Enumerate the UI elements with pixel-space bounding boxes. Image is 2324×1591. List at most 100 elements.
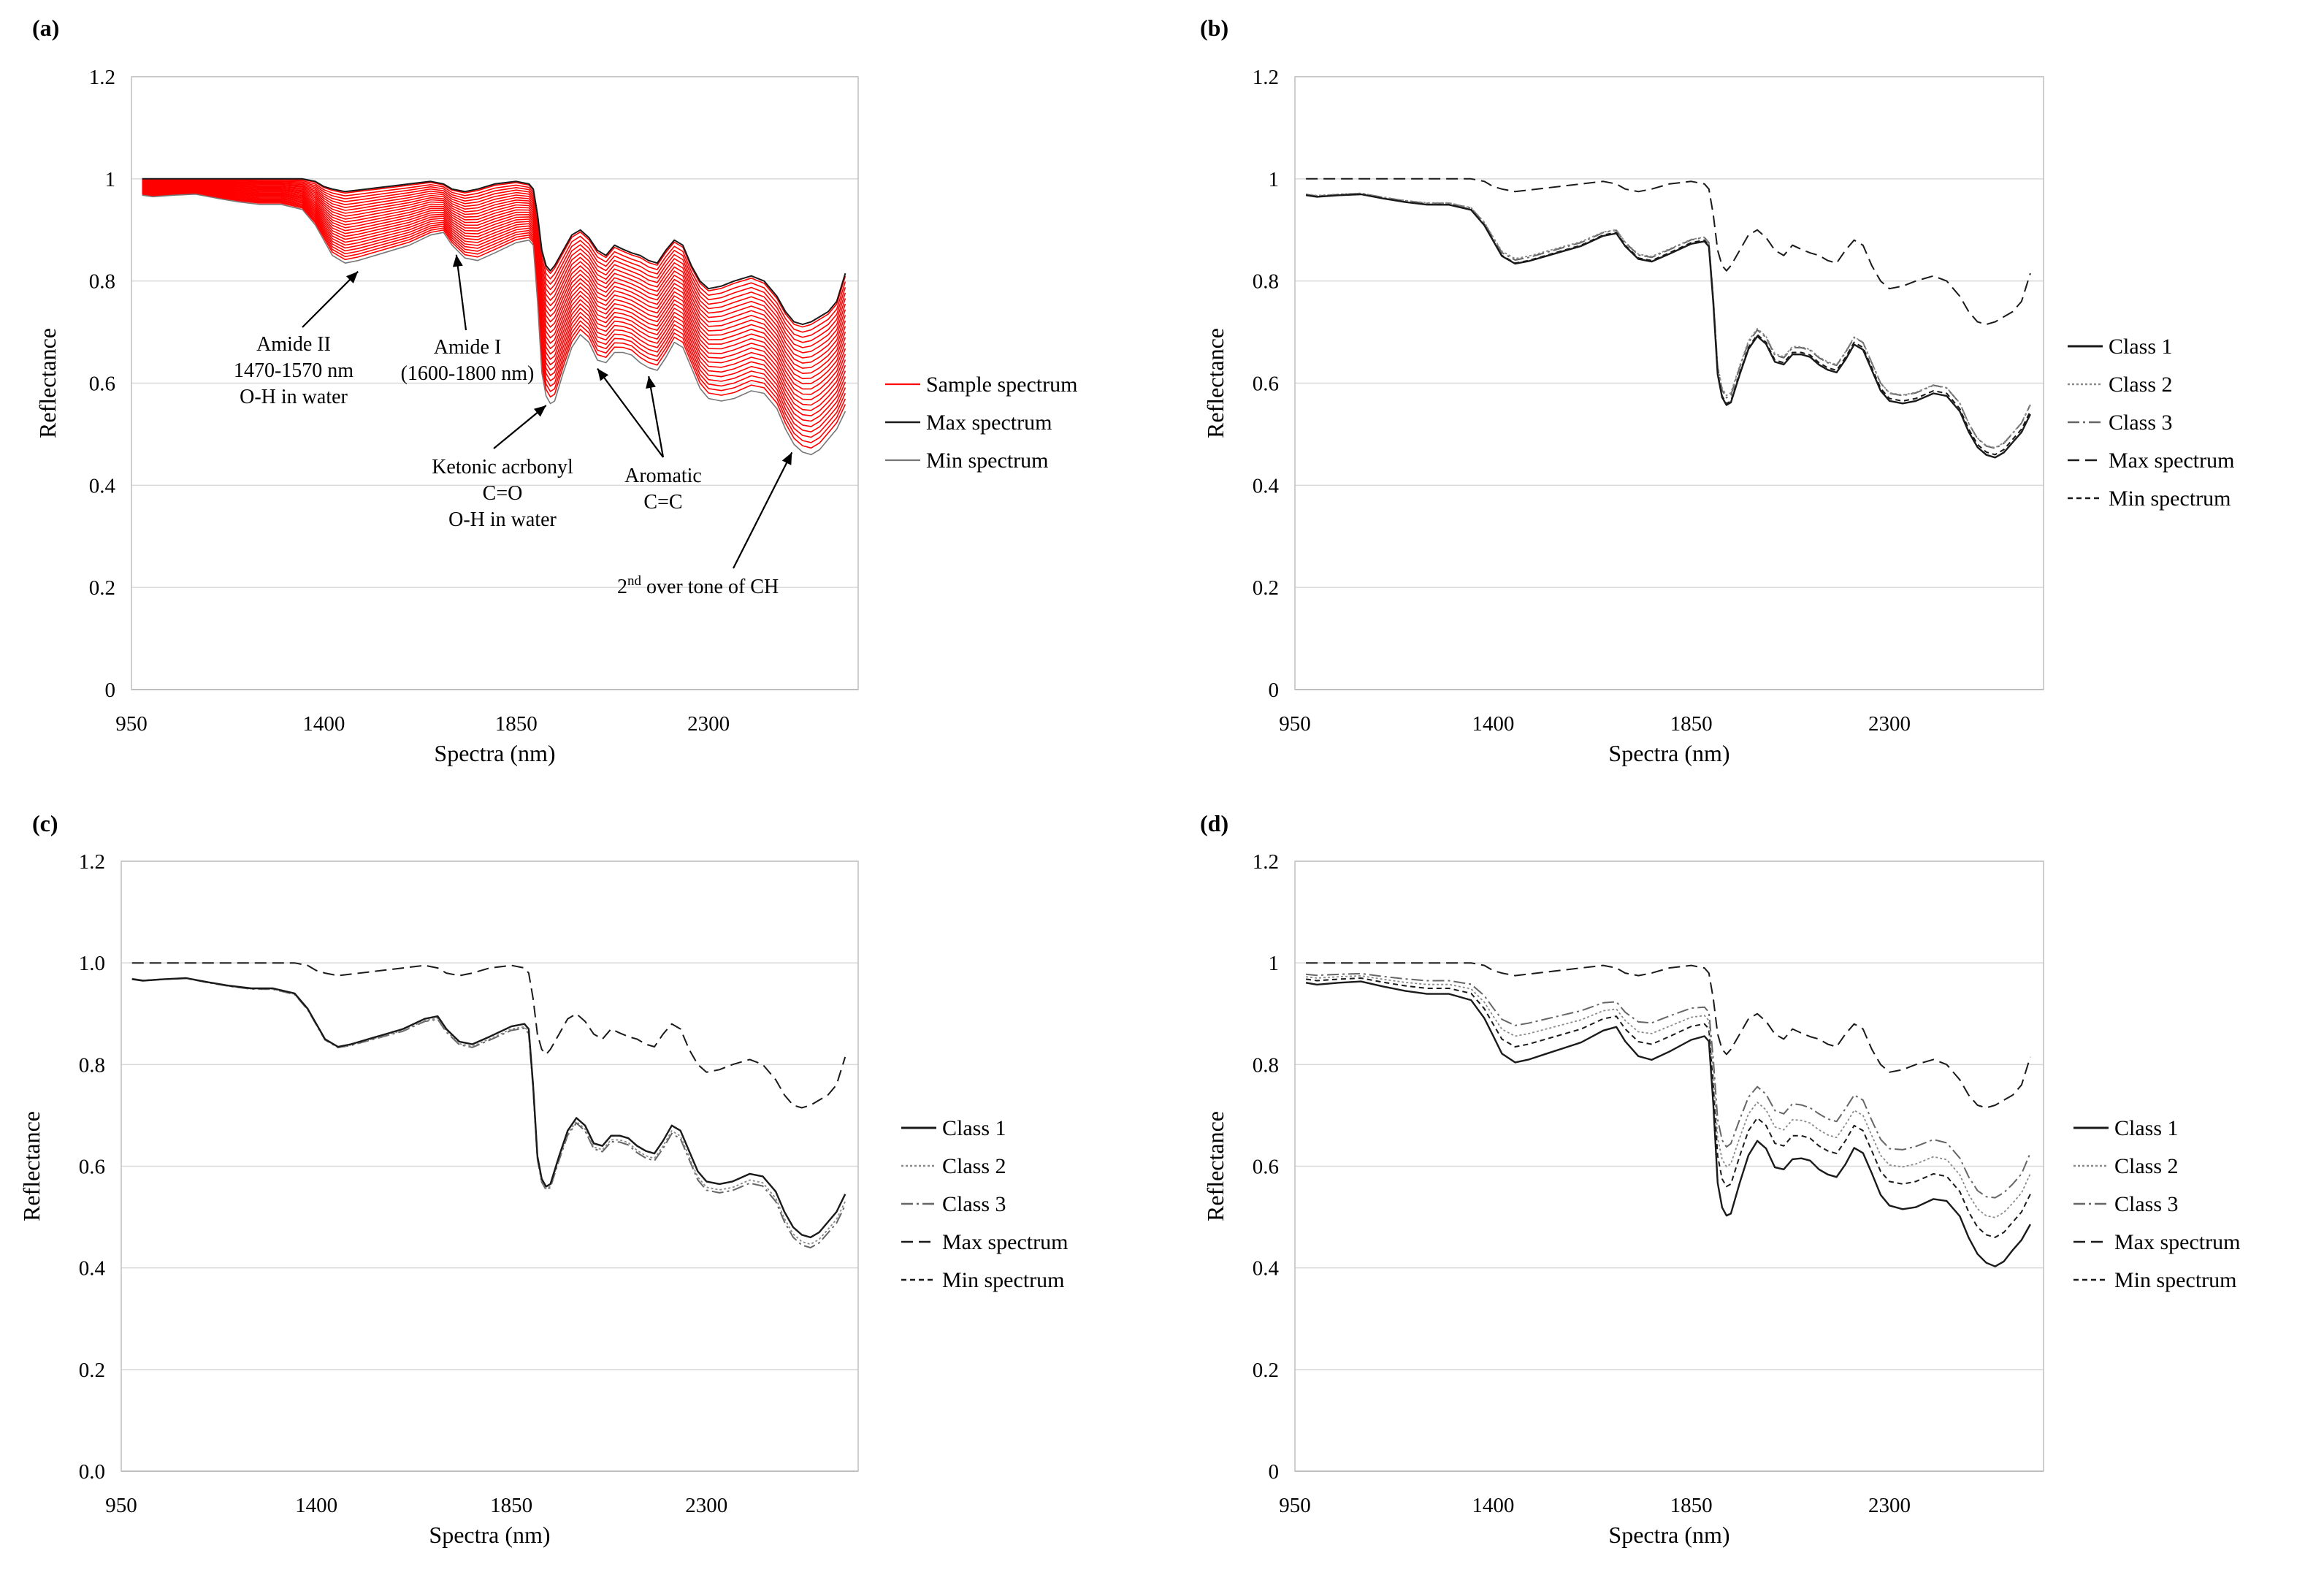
y-tick-label: 1.2: [1253, 850, 1279, 874]
y-tick-label: 1: [1269, 952, 1280, 975]
annotation-text: Aromatic: [624, 465, 702, 487]
annotation-text: 2nd over tone of CH: [617, 573, 779, 598]
sample-spectrum-line: [142, 184, 846, 380]
x-axis-title: Spectra (nm): [1608, 740, 1729, 766]
annotation-text: (1600-1800 nm): [401, 362, 535, 385]
annotation-arrowhead: [597, 368, 609, 381]
annotation-arrow-line: [597, 367, 664, 458]
sample-spectrum-line: [142, 188, 846, 417]
x-tick-label: 1850: [495, 712, 538, 736]
y-tick-label: 0.4: [1253, 1257, 1280, 1281]
y-tick-label: 0: [1269, 1460, 1280, 1484]
y-tick-label: 1.0: [79, 952, 105, 975]
y-tick-label: 1.2: [1253, 66, 1279, 89]
sample-spectrum-line: [142, 190, 846, 427]
y-axis-title: Reflectance: [18, 1111, 45, 1221]
sample-spectrum-line: [142, 180, 846, 343]
class-2-line: [1305, 192, 2031, 449]
plot-area: [1294, 76, 2044, 690]
class-1-line: [1305, 193, 2031, 459]
x-tick-label: 950: [115, 712, 148, 736]
chart-a: 0 0.2 0.4 0.6 0.8 1 1.2 950 1400 1850 2300 Spectra …: [34, 66, 1077, 766]
legend-label: Class 1: [2109, 335, 2173, 359]
legend-label: Min spectrum: [2109, 487, 2231, 511]
annotation-arrow-line: [302, 270, 359, 328]
y-tick-label: 0.4: [79, 1257, 106, 1281]
sample-spectrum-line: [142, 180, 846, 338]
plot-area: [1294, 861, 2044, 1472]
panel-label: (a): [32, 15, 60, 41]
y-tick-label: 0.8: [1253, 270, 1279, 294]
legend-label: Min spectrum: [2114, 1268, 2236, 1292]
panel-c: (c) 0.0 0.2 0.4 0.6 0.8 1.0 1.2 950 1400 1850 2300…: [0, 796, 1162, 1591]
legend-label: Class 3: [942, 1192, 1006, 1216]
min-spectrum-line: [1305, 977, 2031, 1238]
min-spectrum-line: [142, 193, 846, 456]
sample-spectrum-line: [142, 183, 846, 364]
annotation-arrowhead: [781, 452, 792, 465]
sample-spectrum-line: [142, 178, 846, 328]
y-tick-label: 0.8: [89, 270, 115, 294]
x-tick-label: 2300: [687, 712, 730, 736]
chart-b: 0 0.2 0.4 0.6 0.8 1 1.2 950 1400 1850 2300 Spectra …: [1202, 66, 2234, 766]
y-tick-label: 0: [1269, 679, 1280, 702]
min-spectrum-line: [1305, 193, 2031, 456]
annotation-arrowhead: [345, 271, 359, 283]
x-tick-label: 1400: [295, 1494, 337, 1517]
sample-spectrum-line: [142, 186, 846, 390]
legend-label: Min spectrum: [926, 449, 1048, 473]
x-axis-title: Spectra (nm): [1608, 1522, 1729, 1548]
annotation-text: O-H in water: [448, 508, 557, 531]
sample-spectrum-line: [142, 186, 846, 395]
legend-label: Max spectrum: [2109, 449, 2234, 473]
panel-a: (a) 0 0.2 0.4 0.6 0.8 1 1.2 950 1400 1850 2300 Spec…: [0, 0, 1162, 796]
legend-label: Max spectrum: [2114, 1230, 2240, 1254]
x-tick-label: 1850: [490, 1494, 532, 1517]
x-tick-label: 1400: [1472, 1494, 1514, 1517]
x-tick-label: 2300: [1868, 712, 1911, 736]
sample-spectrum-line: [142, 189, 846, 422]
y-tick-label: 0.2: [1253, 1359, 1279, 1382]
y-tick-label: 0.4: [89, 474, 116, 497]
legend-label: Class 1: [942, 1116, 1006, 1140]
x-tick-label: 1400: [1472, 712, 1514, 736]
y-tick-label: 0.2: [79, 1359, 105, 1382]
plot-area: [131, 76, 859, 690]
class-1-line: [1305, 980, 2031, 1267]
plot-area: [121, 861, 859, 1472]
panel-d: (d) 0 0.2 0.4 0.6 0.8 1 1.2 950 1400 1850 2300 Spec…: [1162, 796, 2324, 1591]
x-tick-label: 1850: [1670, 1494, 1713, 1517]
sample-spectrum-line: [142, 183, 846, 369]
legend-label: Class 2: [2109, 373, 2173, 397]
legend-label: Class 2: [2114, 1154, 2179, 1178]
annotation-text: 1470-1570 nm: [234, 359, 353, 382]
sample-spectrum-line: [142, 180, 846, 348]
legend-label: Class 3: [2114, 1192, 2179, 1216]
annotation-text: O-H in water: [240, 386, 348, 408]
x-axis-title: Spectra (nm): [429, 1522, 550, 1548]
sample-spectrum-line: [142, 188, 846, 406]
annotation-text: C=C: [643, 491, 682, 514]
annotation-arrowhead: [452, 254, 463, 267]
legend-label: Class 1: [2114, 1116, 2179, 1140]
sample-spectrum-line: [142, 192, 846, 443]
sample-spectrum-line: [142, 188, 846, 411]
x-tick-label: 950: [105, 1494, 137, 1517]
panel-label: (b): [1200, 15, 1229, 41]
y-tick-label: 0: [105, 679, 116, 702]
x-tick-label: 1850: [1670, 712, 1713, 736]
class-1-line: [131, 977, 846, 1239]
sample-spectrum-line: [142, 191, 846, 438]
y-tick-label: 0.0: [79, 1460, 105, 1484]
sample-spectrum-line: [142, 192, 846, 449]
class-3-line: [1305, 192, 2031, 449]
y-tick-label: 0.6: [89, 373, 115, 396]
legend-label: Class 3: [2109, 411, 2173, 435]
sample-spectrum-line: [142, 181, 846, 354]
annotation-arrowhead: [646, 376, 656, 389]
y-tick-label: 1: [105, 168, 116, 191]
chart-d: 0 0.2 0.4 0.6 0.8 1 1.2 950 1400 1850 2300 Spectra …: [1202, 850, 2240, 1548]
y-tick-label: 1: [1269, 168, 1280, 191]
y-axis-title: Reflectance: [1202, 328, 1228, 438]
panel-b: (b) 0 0.2 0.4 0.6 0.8 1 1.2 950 1400 1850 2300 Spec…: [1162, 0, 2324, 796]
